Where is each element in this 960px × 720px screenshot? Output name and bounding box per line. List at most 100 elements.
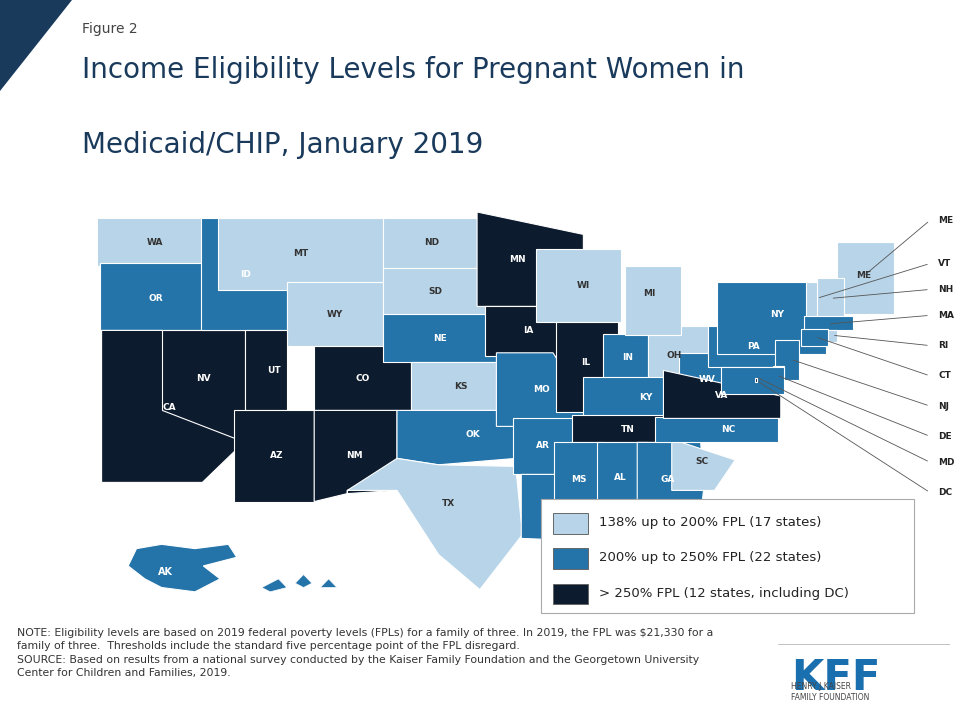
Text: MT: MT (293, 249, 308, 258)
Text: WV: WV (699, 376, 716, 384)
FancyBboxPatch shape (553, 583, 588, 603)
Text: ND: ND (424, 238, 439, 247)
Text: VT: VT (938, 259, 951, 268)
Text: MD: MD (938, 458, 955, 467)
Polygon shape (827, 330, 837, 341)
Polygon shape (129, 544, 237, 592)
Polygon shape (556, 323, 618, 412)
Text: DC: DC (938, 488, 952, 497)
FancyBboxPatch shape (553, 549, 588, 569)
Text: ME: ME (938, 216, 953, 225)
Text: IA: IA (523, 326, 534, 335)
Text: TX: TX (442, 499, 455, 508)
Text: MA: MA (938, 311, 954, 320)
Polygon shape (584, 377, 688, 418)
Text: PA: PA (747, 342, 759, 351)
Text: NY: NY (770, 310, 783, 319)
Polygon shape (348, 459, 528, 590)
Text: > 250% FPL (12 states, including DC): > 250% FPL (12 states, including DC) (599, 587, 849, 600)
Text: ID: ID (240, 270, 251, 279)
Text: OR: OR (148, 294, 163, 303)
Text: GA: GA (660, 474, 675, 484)
Text: NV: NV (197, 374, 211, 383)
Text: AL: AL (614, 473, 627, 482)
Polygon shape (597, 442, 647, 519)
Text: KFF: KFF (791, 657, 880, 699)
Polygon shape (554, 442, 603, 519)
Text: AR: AR (537, 441, 550, 450)
Polygon shape (314, 346, 411, 410)
Polygon shape (296, 575, 312, 588)
Text: RI: RI (938, 341, 948, 350)
Text: MN: MN (509, 256, 525, 264)
Text: SC: SC (696, 457, 708, 466)
Polygon shape (755, 379, 757, 382)
Polygon shape (383, 315, 503, 362)
Polygon shape (262, 579, 287, 592)
Text: 200% up to 250% FPL (22 states): 200% up to 250% FPL (22 states) (599, 552, 822, 564)
Text: 138% up to 200% FPL (17 states): 138% up to 200% FPL (17 states) (599, 516, 822, 529)
Polygon shape (0, 0, 72, 91)
Polygon shape (679, 353, 746, 408)
Polygon shape (245, 330, 287, 410)
Text: Income Eligibility Levels for Pregnant Women in: Income Eligibility Levels for Pregnant W… (82, 56, 744, 84)
Polygon shape (672, 439, 735, 490)
Polygon shape (383, 218, 486, 268)
Text: IL: IL (582, 358, 590, 367)
Text: NM: NM (346, 451, 363, 459)
Text: WI: WI (577, 281, 590, 290)
Text: UT: UT (267, 366, 281, 375)
Polygon shape (100, 264, 210, 330)
Text: MO: MO (534, 385, 550, 394)
Text: CO: CO (355, 374, 370, 383)
Polygon shape (234, 410, 314, 502)
Text: NJ: NJ (938, 402, 949, 410)
Text: AK: AK (158, 567, 173, 577)
Polygon shape (572, 415, 692, 442)
Polygon shape (537, 249, 621, 323)
Text: VA: VA (715, 392, 728, 400)
Polygon shape (218, 218, 383, 290)
Polygon shape (837, 243, 894, 315)
Text: Figure 2: Figure 2 (82, 22, 137, 36)
Text: WA: WA (147, 238, 163, 247)
Polygon shape (625, 266, 682, 336)
Polygon shape (496, 353, 594, 426)
Text: Medicaid/CHIP, January 2019: Medicaid/CHIP, January 2019 (82, 131, 483, 159)
Polygon shape (397, 410, 516, 465)
Text: KS: KS (454, 382, 468, 391)
Polygon shape (603, 333, 648, 397)
Text: IN: IN (622, 353, 633, 362)
Polygon shape (477, 212, 584, 307)
Polygon shape (648, 325, 708, 388)
Polygon shape (717, 282, 827, 354)
Polygon shape (201, 218, 287, 330)
Text: SD: SD (429, 287, 443, 297)
Polygon shape (98, 218, 205, 266)
Text: OH: OH (667, 351, 683, 361)
Polygon shape (610, 506, 714, 611)
Polygon shape (383, 268, 487, 323)
Polygon shape (655, 417, 778, 442)
Polygon shape (708, 325, 788, 367)
Text: HENRY J KAISER
FAMILY FOUNDATION: HENRY J KAISER FAMILY FOUNDATION (791, 682, 870, 701)
Polygon shape (287, 282, 383, 346)
Polygon shape (513, 418, 582, 474)
Polygon shape (102, 330, 244, 482)
Text: DE: DE (938, 432, 952, 441)
Polygon shape (804, 316, 852, 330)
Text: CT: CT (938, 372, 951, 380)
Text: OK: OK (466, 430, 480, 439)
Polygon shape (776, 340, 799, 380)
Text: NC: NC (721, 425, 735, 434)
Text: NH: NH (938, 285, 953, 294)
Text: AZ: AZ (270, 451, 283, 459)
Text: HI: HI (298, 595, 309, 605)
Polygon shape (314, 410, 397, 502)
Polygon shape (637, 442, 704, 516)
Polygon shape (721, 367, 783, 395)
Text: MI: MI (643, 289, 656, 298)
Polygon shape (486, 307, 575, 356)
Text: LA: LA (545, 502, 558, 511)
FancyBboxPatch shape (541, 499, 914, 613)
